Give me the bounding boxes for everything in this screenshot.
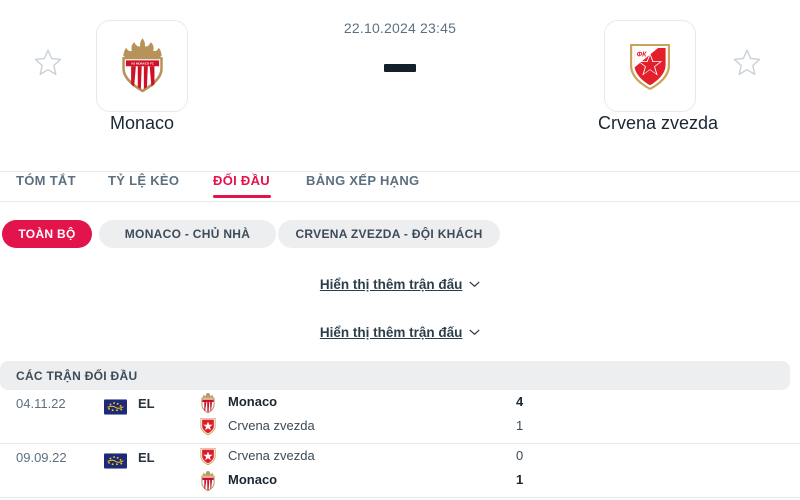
svg-text:ФК: ФК	[637, 52, 647, 59]
svg-text:AS MONACO FC: AS MONACO FC	[131, 62, 155, 66]
